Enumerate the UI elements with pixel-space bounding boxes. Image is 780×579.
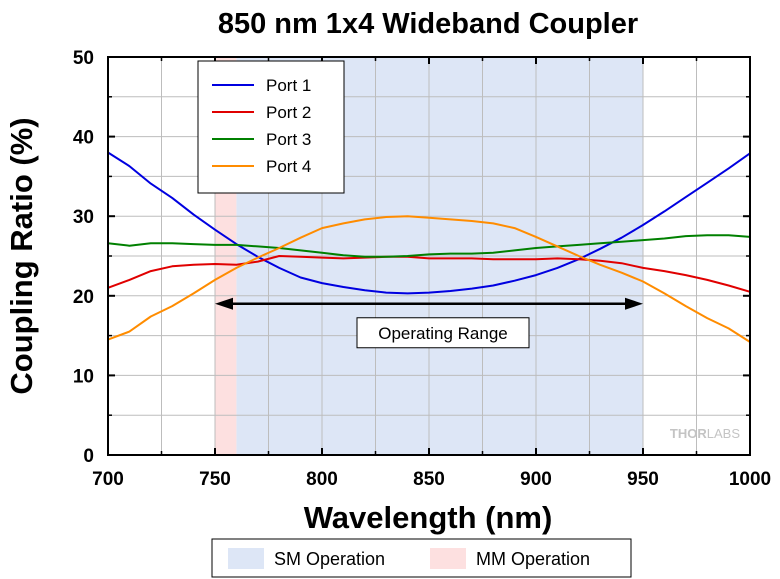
series-legend: Port 1 Port 2 Port 3 Port 4: [197, 60, 345, 194]
watermark-labs: LABS: [707, 426, 741, 441]
x-tick-label: 750: [199, 469, 231, 490]
region-legend-box: [211, 538, 632, 578]
y-axis-ticks: 0 10 20 30 40 50: [73, 48, 750, 467]
y-tick-label: 50: [73, 48, 94, 69]
y-tick-label: 40: [73, 128, 94, 149]
x-tick-label: 850: [413, 469, 445, 490]
series-line-port-3: [107, 234, 751, 258]
x-axis-title: Wavelength (nm): [304, 500, 553, 535]
region-legend-label: MM Operation: [476, 549, 590, 569]
y-tick-label: 30: [73, 207, 94, 228]
x-tick-label: 1000: [729, 469, 771, 490]
series-line-port-4: [107, 215, 751, 343]
x-tick-label: 800: [306, 469, 338, 490]
legend-label: Port 4: [266, 157, 311, 176]
region-legend-swatch: [430, 548, 466, 569]
range-arrow-right-head: [625, 297, 643, 310]
watermark-thor: THOR: [670, 426, 707, 441]
y-tick-label: 10: [73, 366, 94, 387]
series-lines: [107, 151, 751, 343]
x-tick-label: 900: [520, 469, 552, 490]
y-tick-label: 20: [73, 287, 94, 308]
range-label-text: Operating Range: [378, 324, 507, 343]
legend-label: Port 3: [266, 130, 311, 149]
chart-title: 850 nm 1x4 Wideband Coupler: [218, 8, 638, 40]
watermark: THORLABS: [670, 426, 740, 441]
legend-label: Port 1: [266, 76, 311, 95]
x-axis-ticks: 700 750 800 850 900 950 1000: [92, 57, 771, 490]
region-legend-swatch: [228, 548, 264, 569]
region-legend: SM Operation MM Operation: [211, 538, 632, 578]
region-legend-label: SM Operation: [274, 549, 385, 569]
series-line-port-1: [107, 151, 751, 295]
y-tick-label: 0: [83, 446, 94, 467]
legend-box: [197, 60, 345, 194]
operating-range-annotation: Operating Range: [215, 297, 643, 349]
x-tick-label: 950: [627, 469, 659, 490]
series-line-port-2: [107, 255, 751, 293]
range-label-box: [356, 317, 530, 349]
x-tick-label: 700: [92, 469, 124, 490]
y-axis-title: Coupling Ratio (%): [4, 117, 39, 394]
range-arrow-left-head: [215, 297, 233, 310]
legend-label: Port 2: [266, 103, 311, 122]
svg-text:THORLABS: THORLABS: [670, 426, 740, 441]
